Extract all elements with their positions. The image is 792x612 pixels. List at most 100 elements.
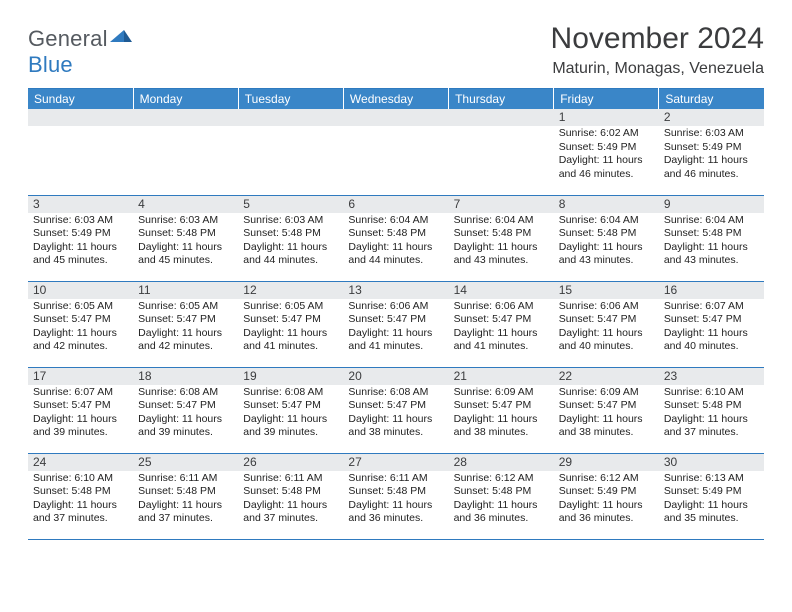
day-number-bar: 25 (133, 454, 238, 471)
day-number-bar: 4 (133, 196, 238, 213)
logo-glyph-icon (110, 28, 132, 46)
day-number-bar: 21 (449, 368, 554, 385)
calendar-cell: 1Sunrise: 6:02 AMSunset: 5:49 PMDaylight… (554, 109, 659, 195)
sunset-line: Sunset: 5:47 PM (559, 313, 654, 327)
calendar-cell: 18Sunrise: 6:08 AMSunset: 5:47 PMDayligh… (133, 367, 238, 453)
sunrise-line: Sunrise: 6:04 AM (559, 214, 654, 228)
day-number-bar: 20 (343, 368, 448, 385)
sunrise-line: Sunrise: 6:04 AM (664, 214, 759, 228)
calendar-cell: 23Sunrise: 6:10 AMSunset: 5:48 PMDayligh… (659, 367, 764, 453)
daylight-line: Daylight: 11 hours and 39 minutes. (33, 413, 128, 440)
logo: General Blue (28, 22, 132, 78)
daylight-line: Daylight: 11 hours and 38 minutes. (348, 413, 443, 440)
sunset-line: Sunset: 5:47 PM (664, 313, 759, 327)
sunrise-line: Sunrise: 6:06 AM (454, 300, 549, 314)
day-detail-text: Sunrise: 6:07 AMSunset: 5:47 PMDaylight:… (28, 385, 133, 444)
day-detail-text: Sunrise: 6:08 AMSunset: 5:47 PMDaylight:… (133, 385, 238, 444)
daylight-line: Daylight: 11 hours and 37 minutes. (138, 499, 233, 526)
calendar-cell (343, 109, 448, 195)
day-header: Tuesday (238, 89, 343, 110)
calendar-cell: 16Sunrise: 6:07 AMSunset: 5:47 PMDayligh… (659, 281, 764, 367)
sunrise-line: Sunrise: 6:05 AM (243, 300, 338, 314)
day-number-bar: 22 (554, 368, 659, 385)
sunrise-line: Sunrise: 6:06 AM (559, 300, 654, 314)
sunset-line: Sunset: 5:47 PM (138, 399, 233, 413)
sunset-line: Sunset: 5:48 PM (33, 485, 128, 499)
calendar-cell: 10Sunrise: 6:05 AMSunset: 5:47 PMDayligh… (28, 281, 133, 367)
daylight-line: Daylight: 11 hours and 41 minutes. (243, 327, 338, 354)
day-detail-text: Sunrise: 6:11 AMSunset: 5:48 PMDaylight:… (133, 471, 238, 530)
sunrise-line: Sunrise: 6:03 AM (138, 214, 233, 228)
day-detail-text: Sunrise: 6:04 AMSunset: 5:48 PMDaylight:… (554, 213, 659, 272)
daylight-line: Daylight: 11 hours and 44 minutes. (348, 241, 443, 268)
daylight-line: Daylight: 11 hours and 36 minutes. (454, 499, 549, 526)
sunset-line: Sunset: 5:47 PM (348, 313, 443, 327)
day-detail-text: Sunrise: 6:05 AMSunset: 5:47 PMDaylight:… (28, 299, 133, 358)
calendar-cell: 24Sunrise: 6:10 AMSunset: 5:48 PMDayligh… (28, 453, 133, 539)
day-detail-text: Sunrise: 6:09 AMSunset: 5:47 PMDaylight:… (554, 385, 659, 444)
sunrise-line: Sunrise: 6:03 AM (33, 214, 128, 228)
daylight-line: Daylight: 11 hours and 40 minutes. (664, 327, 759, 354)
sunset-line: Sunset: 5:48 PM (664, 399, 759, 413)
daylight-line: Daylight: 11 hours and 38 minutes. (454, 413, 549, 440)
day-number-bar: 15 (554, 282, 659, 299)
daylight-line: Daylight: 11 hours and 39 minutes. (243, 413, 338, 440)
daylight-line: Daylight: 11 hours and 43 minutes. (559, 241, 654, 268)
calendar-week-row: 17Sunrise: 6:07 AMSunset: 5:47 PMDayligh… (28, 367, 764, 453)
day-number-bar: 6 (343, 196, 448, 213)
day-detail-text: Sunrise: 6:04 AMSunset: 5:48 PMDaylight:… (659, 213, 764, 272)
calendar-cell: 3Sunrise: 6:03 AMSunset: 5:49 PMDaylight… (28, 195, 133, 281)
day-number-bar: 1 (554, 109, 659, 126)
sunset-line: Sunset: 5:48 PM (348, 485, 443, 499)
day-number-bar: 18 (133, 368, 238, 385)
day-detail-text: Sunrise: 6:06 AMSunset: 5:47 PMDaylight:… (554, 299, 659, 358)
day-number-bar (133, 109, 238, 126)
sunset-line: Sunset: 5:47 PM (33, 399, 128, 413)
day-detail-text: Sunrise: 6:02 AMSunset: 5:49 PMDaylight:… (554, 126, 659, 185)
day-header: Sunday (28, 89, 133, 110)
day-detail-text: Sunrise: 6:03 AMSunset: 5:49 PMDaylight:… (28, 213, 133, 272)
calendar-cell: 19Sunrise: 6:08 AMSunset: 5:47 PMDayligh… (238, 367, 343, 453)
sunset-line: Sunset: 5:48 PM (454, 485, 549, 499)
sunset-line: Sunset: 5:48 PM (348, 227, 443, 241)
sunrise-line: Sunrise: 6:04 AM (348, 214, 443, 228)
calendar-cell: 7Sunrise: 6:04 AMSunset: 5:48 PMDaylight… (449, 195, 554, 281)
daylight-line: Daylight: 11 hours and 44 minutes. (243, 241, 338, 268)
sunrise-line: Sunrise: 6:09 AM (559, 386, 654, 400)
day-number-bar: 5 (238, 196, 343, 213)
logo-text: General Blue (28, 26, 132, 78)
day-detail-text: Sunrise: 6:06 AMSunset: 5:47 PMDaylight:… (449, 299, 554, 358)
sunrise-line: Sunrise: 6:12 AM (559, 472, 654, 486)
day-number-bar (449, 109, 554, 126)
day-detail-text: Sunrise: 6:03 AMSunset: 5:48 PMDaylight:… (238, 213, 343, 272)
day-number-bar: 10 (28, 282, 133, 299)
sunrise-line: Sunrise: 6:02 AM (559, 127, 654, 141)
day-detail-text: Sunrise: 6:05 AMSunset: 5:47 PMDaylight:… (133, 299, 238, 358)
day-detail-text: Sunrise: 6:08 AMSunset: 5:47 PMDaylight:… (238, 385, 343, 444)
calendar-cell: 22Sunrise: 6:09 AMSunset: 5:47 PMDayligh… (554, 367, 659, 453)
sunrise-line: Sunrise: 6:11 AM (138, 472, 233, 486)
calendar-week-row: 3Sunrise: 6:03 AMSunset: 5:49 PMDaylight… (28, 195, 764, 281)
day-detail-text: Sunrise: 6:11 AMSunset: 5:48 PMDaylight:… (238, 471, 343, 530)
day-detail-text: Sunrise: 6:12 AMSunset: 5:49 PMDaylight:… (554, 471, 659, 530)
calendar-cell: 29Sunrise: 6:12 AMSunset: 5:49 PMDayligh… (554, 453, 659, 539)
calendar-table: Sunday Monday Tuesday Wednesday Thursday… (28, 88, 764, 540)
daylight-line: Daylight: 11 hours and 42 minutes. (33, 327, 128, 354)
calendar-cell: 15Sunrise: 6:06 AMSunset: 5:47 PMDayligh… (554, 281, 659, 367)
calendar-cell: 21Sunrise: 6:09 AMSunset: 5:47 PMDayligh… (449, 367, 554, 453)
calendar-cell: 20Sunrise: 6:08 AMSunset: 5:47 PMDayligh… (343, 367, 448, 453)
sunset-line: Sunset: 5:47 PM (454, 399, 549, 413)
daylight-line: Daylight: 11 hours and 37 minutes. (243, 499, 338, 526)
day-detail-text: Sunrise: 6:13 AMSunset: 5:49 PMDaylight:… (659, 471, 764, 530)
sunset-line: Sunset: 5:49 PM (559, 141, 654, 155)
calendar-cell (133, 109, 238, 195)
sunset-line: Sunset: 5:48 PM (243, 485, 338, 499)
daylight-line: Daylight: 11 hours and 40 minutes. (559, 327, 654, 354)
day-header: Wednesday (343, 89, 448, 110)
daylight-line: Daylight: 11 hours and 41 minutes. (454, 327, 549, 354)
sunset-line: Sunset: 5:49 PM (664, 141, 759, 155)
sunrise-line: Sunrise: 6:06 AM (348, 300, 443, 314)
sunset-line: Sunset: 5:47 PM (348, 399, 443, 413)
day-number-bar: 26 (238, 454, 343, 471)
day-number-bar: 16 (659, 282, 764, 299)
